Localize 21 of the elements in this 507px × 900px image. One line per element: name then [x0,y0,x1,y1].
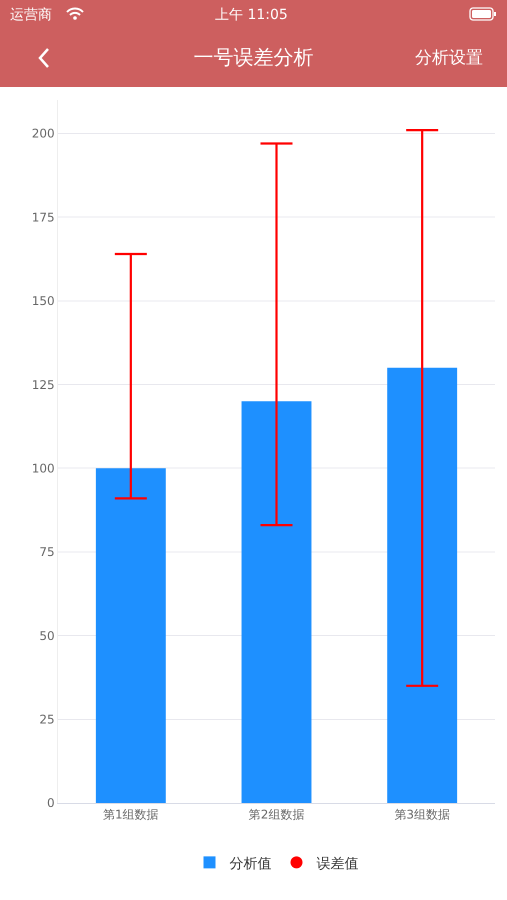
y-tick-label: 150 [32,294,55,308]
text: 上午 11:05 [215,6,288,24]
legend-label: 误差值 [316,856,358,872]
y-tick-label: 200 [32,126,55,141]
x-tick-label: 第2组数据 [248,807,304,822]
text: 分析设置 [415,47,483,69]
legend-label: 分析值 [230,856,272,872]
y-tick-label: 75 [39,545,55,560]
y-tick-label: 100 [32,461,55,476]
bar [387,368,458,803]
x-tick-label: 第3组数据 [394,807,450,822]
bar [242,401,312,803]
y-tick-label: 125 [32,378,55,392]
y-tick-label: 25 [39,712,55,727]
y-tick-label: 175 [32,210,55,224]
bar [96,468,166,803]
chart-title: 一号误差分析 [194,45,314,69]
x-tick-label: 第1组数据 [103,807,159,822]
y-tick-label: 0 [46,796,55,810]
text: 运营商 [10,6,52,24]
y-tick-label: 50 [39,628,55,643]
